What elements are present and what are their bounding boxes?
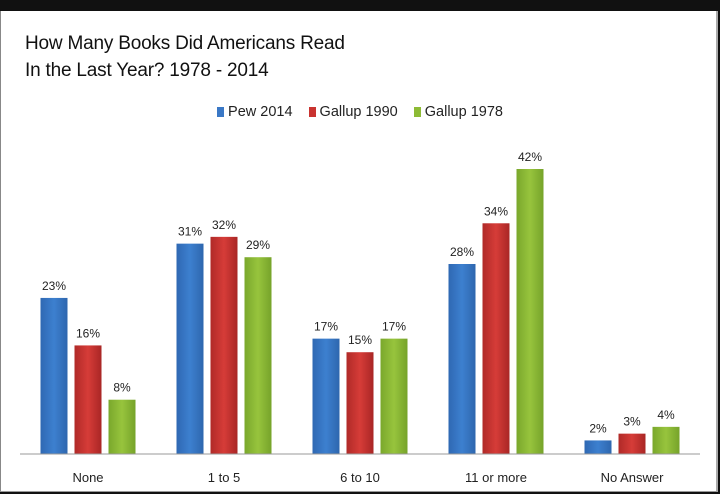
bar-gallup-1990-6-to-10 <box>346 352 374 454</box>
data-label: 3% <box>623 415 641 429</box>
legend-swatch-pew-2014 <box>217 107 225 117</box>
legend-item-gallup-1978: Gallup 1978 <box>413 104 503 120</box>
data-label: 16% <box>76 326 100 340</box>
bar-gallup-1978-6-to-10 <box>380 338 408 454</box>
bar-gallup-1990-none <box>74 345 102 454</box>
bar-pew-2014-no-answer <box>584 440 612 454</box>
data-label: 29% <box>246 238 270 252</box>
legend-item-pew-2014: Pew 2014 <box>217 104 293 120</box>
chart-title: How Many Books Did Americans Read In the… <box>25 30 345 84</box>
chart-title-line-1: How Many Books Did Americans Read <box>25 33 345 54</box>
data-label: 17% <box>314 320 338 334</box>
x-tick-label: No Answer <box>601 470 665 485</box>
data-label: 2% <box>589 421 607 435</box>
data-label: 15% <box>348 333 372 347</box>
data-label: 32% <box>212 218 236 232</box>
legend-swatch-gallup-1978 <box>413 107 421 117</box>
legend-swatch-gallup-1990 <box>308 107 316 117</box>
legend-label-gallup-1978: Gallup 1978 <box>424 104 503 120</box>
x-tick-label: 6 to 10 <box>340 470 380 485</box>
x-tick-label: 1 to 5 <box>208 470 241 485</box>
data-label: 34% <box>484 204 508 218</box>
chart-legend: Pew 2014 Gallup 1990 Gallup 1978 <box>0 104 720 120</box>
data-label: 4% <box>657 408 675 422</box>
bar-gallup-1990-no-answer <box>618 433 646 454</box>
bar-gallup-1978-11-or-more <box>516 169 544 454</box>
bar-gallup-1978-none <box>108 399 136 454</box>
x-tick-label: None <box>72 470 103 485</box>
data-label: 31% <box>178 225 202 239</box>
legend-label-pew-2014: Pew 2014 <box>228 104 293 120</box>
data-label: 42% <box>518 150 542 164</box>
bar-pew-2014-6-to-10 <box>312 338 340 454</box>
bar-pew-2014-1-to-5 <box>176 243 204 454</box>
x-tick-label: 11 or more <box>465 470 527 485</box>
bar-gallup-1990-11-or-more <box>482 223 510 454</box>
data-label: 8% <box>113 381 131 395</box>
bar-pew-2014-none <box>40 297 68 454</box>
bar-gallup-1990-1-to-5 <box>210 236 238 454</box>
bar-gallup-1978-1-to-5 <box>244 257 272 454</box>
bar-pew-2014-11-or-more <box>448 264 476 454</box>
data-label: 28% <box>450 245 474 259</box>
data-label: 23% <box>42 279 66 293</box>
legend-item-gallup-1990: Gallup 1990 <box>308 104 398 120</box>
data-label: 17% <box>382 320 406 334</box>
chart-title-line-2: In the Last Year? 1978 - 2014 <box>25 60 269 81</box>
bar-gallup-1978-no-answer <box>652 426 680 454</box>
legend-label-gallup-1990: Gallup 1990 <box>319 104 398 120</box>
